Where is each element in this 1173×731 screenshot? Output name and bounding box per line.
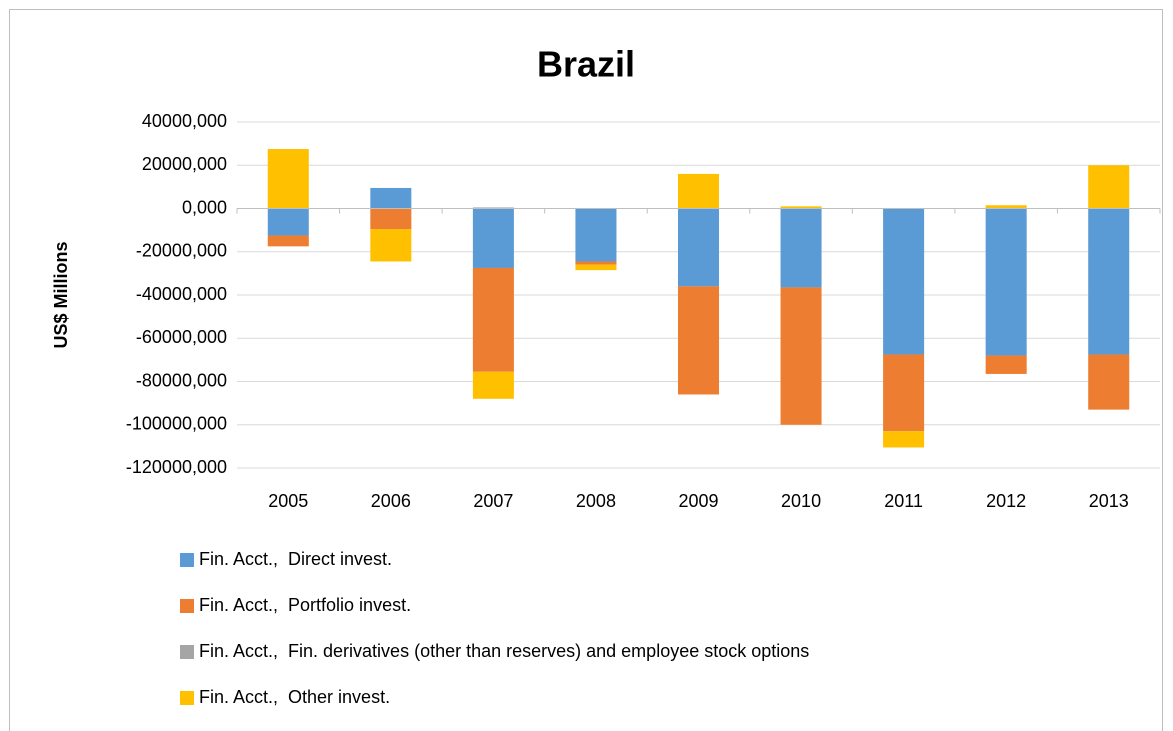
bar — [883, 431, 925, 448]
bar — [985, 355, 1027, 374]
legend-swatch — [180, 645, 194, 659]
bar — [985, 205, 1027, 209]
legend-label: Fin. Acct., Fin. derivatives (other than… — [199, 641, 809, 661]
bar — [1088, 165, 1130, 209]
chart-border — [9, 9, 1163, 731]
y-tick-label: 40000,000 — [142, 111, 227, 131]
bar — [883, 354, 925, 432]
legend-swatch — [180, 691, 194, 705]
x-tick-label: 2011 — [884, 491, 923, 511]
y-tick-label: -20000,000 — [136, 241, 227, 261]
bar — [267, 208, 309, 236]
bar — [1088, 354, 1130, 410]
bar — [370, 229, 412, 262]
y-tick-label: 20000,000 — [142, 154, 227, 174]
x-tick-label: 2005 — [268, 491, 308, 511]
bar — [472, 207, 514, 209]
bar — [575, 261, 617, 265]
bar — [780, 208, 822, 288]
bar — [1088, 208, 1130, 355]
bar — [985, 208, 1027, 356]
bar — [472, 371, 514, 399]
x-tick-label: 2008 — [576, 491, 616, 511]
y-tick-label: -80000,000 — [136, 370, 227, 390]
bar — [677, 286, 720, 395]
x-tick-label: 2007 — [473, 491, 513, 511]
bar — [370, 187, 412, 209]
bar — [267, 235, 309, 247]
bar — [780, 287, 822, 425]
y-tick-label: 0,000 — [182, 197, 227, 217]
legend-label: Fin. Acct., Portfolio invest. — [199, 595, 411, 615]
bar — [575, 208, 617, 262]
y-tick-label: -120000,000 — [126, 457, 227, 477]
bar — [780, 206, 822, 209]
bar — [472, 208, 514, 268]
x-tick-label: 2012 — [986, 491, 1026, 511]
y-tick-label: -60000,000 — [136, 327, 227, 347]
x-tick-label: 2013 — [1089, 491, 1129, 511]
x-tick-label: 2006 — [371, 491, 411, 511]
x-tick-label: 2009 — [678, 491, 718, 511]
legend-label: Fin. Acct., Other invest. — [199, 687, 390, 707]
bar — [677, 173, 720, 209]
chart-title: Brazil — [537, 44, 635, 85]
bar — [267, 149, 309, 209]
y-tick-label: -40000,000 — [136, 284, 227, 304]
bar — [472, 267, 514, 372]
legend-swatch — [180, 553, 194, 567]
bar — [677, 208, 720, 287]
x-tick-label: 2010 — [781, 491, 821, 511]
y-axis-label: US$ Millions — [51, 241, 71, 348]
legend-swatch — [180, 599, 194, 613]
y-tick-label: -100000,000 — [126, 414, 227, 434]
bar — [575, 264, 617, 271]
bar — [883, 208, 925, 355]
legend-label: Fin. Acct., Direct invest. — [199, 549, 392, 569]
bar — [370, 208, 412, 230]
